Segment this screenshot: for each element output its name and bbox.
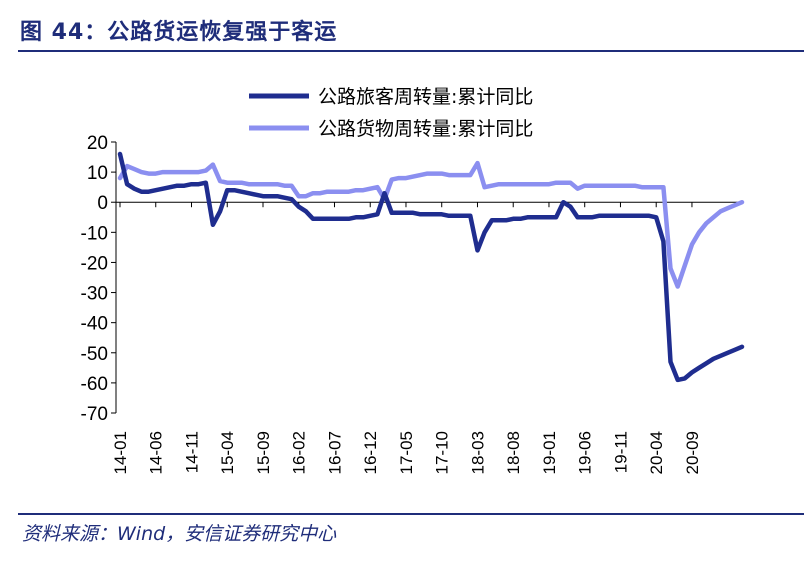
y-tick-label: -40 <box>81 314 108 335</box>
y-tick-label: -70 <box>81 404 108 425</box>
x-tick-label: 15-09 <box>254 431 273 474</box>
x-tick-label: 15-04 <box>218 431 237 474</box>
x-tick-label: 20-04 <box>647 431 666 474</box>
legend-label: 公路货物周转量:累计同比 <box>318 118 533 140</box>
y-tick-label: -30 <box>81 284 108 305</box>
title-rule <box>18 50 804 52</box>
y-tick-label: 10 <box>87 163 108 184</box>
series-line-freight <box>117 160 745 289</box>
x-tick-label: 16-02 <box>290 431 309 474</box>
y-tick-label: -20 <box>81 253 108 274</box>
x-tick-label: 19-01 <box>540 431 559 474</box>
figure-title: 图 44：公路货运恢复强于客运 <box>20 20 338 45</box>
x-tick-label: 17-10 <box>433 431 452 474</box>
x-tick-label: 14-01 <box>111 431 130 474</box>
x-tick-label: 16-12 <box>361 431 380 474</box>
x-tick-label: 20-09 <box>683 431 702 474</box>
x-tick-label: 18-03 <box>468 431 487 474</box>
series-line-passenger <box>117 151 745 383</box>
x-tick-label: 16-07 <box>325 431 344 474</box>
source-note: 资料来源：Wind，安信证券研究中心 <box>22 523 337 545</box>
chart-series-lines <box>117 151 745 383</box>
y-tick-label: 20 <box>87 133 108 154</box>
x-tick-label: 14-06 <box>147 431 166 474</box>
y-tick-label: -50 <box>81 344 108 365</box>
y-tick-label: -10 <box>81 223 108 244</box>
x-tick-label: 17-05 <box>397 431 416 474</box>
y-tick-label: -60 <box>81 374 108 395</box>
y-tick-label: 0 <box>97 193 108 214</box>
x-tick-label: 19-06 <box>576 431 595 474</box>
source-rule <box>18 513 804 515</box>
x-tick-label: 19-11 <box>611 431 630 473</box>
legend-label: 公路旅客周转量:累计同比 <box>318 86 533 108</box>
x-tick-label: 14-11 <box>182 431 201 473</box>
x-tick-label: 18-08 <box>504 431 523 474</box>
